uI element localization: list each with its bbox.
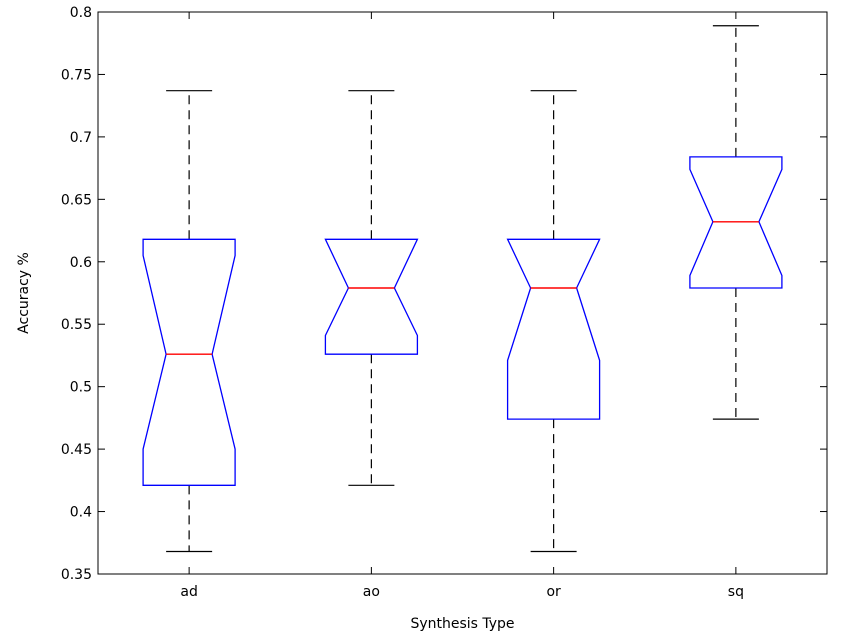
y-axis-title: Accuracy %	[16, 252, 32, 334]
axes-frame	[97, 11, 828, 575]
y-tick-label: 0.75	[61, 67, 92, 83]
y-tick-label: 0.5	[70, 380, 92, 396]
y-tick-label: 0.7	[70, 130, 92, 146]
y-tick-label: 0.6	[70, 255, 92, 271]
axes: 0.35 0.4 0.45 0.5 0.55 0.6 0.65 0.7 0.75 0.8 ad ao o…	[61, 5, 827, 600]
box-sq	[689, 25, 783, 420]
y-tick-label: 0.65	[61, 192, 92, 208]
box-or	[506, 90, 601, 553]
notched-box	[324, 238, 419, 355]
notched-box	[506, 238, 601, 420]
y-tick-label: 0.8	[70, 5, 92, 21]
x-tick-label: or	[546, 584, 561, 600]
box-ad	[142, 90, 236, 553]
notched-box	[142, 238, 236, 486]
y-tick-label: 0.35	[61, 567, 92, 583]
x-tick-label: sq	[728, 584, 744, 600]
y-tick-label: 0.55	[61, 317, 92, 333]
y-tick-label: 0.45	[61, 442, 92, 458]
x-tick-label: ao	[363, 584, 380, 600]
x-tick-label: ad	[180, 584, 197, 600]
plot-area	[142, 25, 783, 553]
y-tick-label: 0.4	[70, 505, 92, 521]
x-axis-title: Synthesis Type	[410, 616, 514, 632]
box-ao	[324, 90, 419, 486]
